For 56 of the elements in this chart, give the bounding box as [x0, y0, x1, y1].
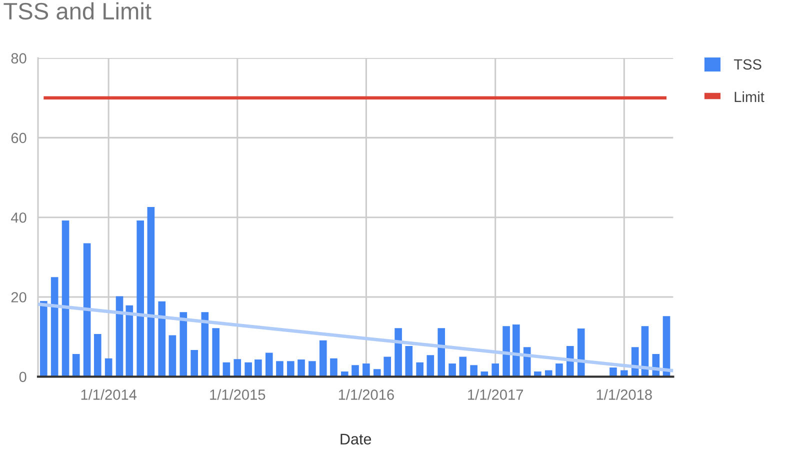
y-tick-label: 60	[11, 132, 26, 144]
bar	[319, 340, 327, 377]
bar	[556, 364, 563, 377]
bar	[40, 300, 48, 377]
bar	[438, 328, 446, 377]
bar	[352, 365, 359, 377]
chart-title: TSS and Limit	[4, 2, 152, 20]
bar	[234, 359, 242, 377]
bar	[50, 277, 58, 377]
bar	[180, 312, 188, 377]
x-tick-label: 1/1/2015	[210, 389, 266, 400]
bar	[265, 352, 273, 377]
bar	[168, 335, 176, 377]
bar	[330, 358, 338, 377]
bar	[287, 361, 294, 377]
x-tick-label: 1/1/2017	[468, 389, 523, 400]
x-tick-label: 1/1/2018	[596, 389, 652, 400]
bar	[83, 243, 91, 377]
bar	[276, 361, 284, 377]
x-tick-label: 1/1/2014	[81, 389, 137, 400]
bar	[405, 346, 413, 377]
bar	[298, 360, 305, 377]
bar	[244, 362, 252, 377]
bar	[459, 356, 467, 377]
y-tick-label: 0	[19, 372, 26, 382]
y-tick-label: 80	[11, 53, 26, 64]
bar	[512, 324, 520, 377]
bar	[308, 361, 316, 377]
bar	[502, 326, 510, 377]
legend-label: Limit	[734, 91, 764, 102]
bar	[62, 220, 70, 377]
bar	[426, 355, 434, 377]
x-axis-title: Date	[340, 434, 372, 445]
y-tick-label: 20	[11, 292, 26, 302]
bar	[212, 328, 220, 377]
bar	[362, 364, 370, 377]
bar	[254, 360, 262, 377]
bar	[116, 296, 124, 377]
bar	[577, 328, 585, 377]
bar	[94, 334, 102, 377]
bar	[72, 354, 80, 377]
bar	[470, 365, 478, 377]
bar	[190, 350, 198, 377]
bar	[492, 364, 499, 377]
bar	[610, 367, 617, 377]
bar	[416, 362, 424, 377]
bar	[158, 301, 166, 377]
bar	[394, 328, 402, 377]
bar	[448, 364, 456, 377]
bar	[126, 305, 134, 377]
bar	[147, 206, 155, 377]
bar	[384, 356, 392, 377]
y-tick-label: 40	[11, 212, 26, 223]
x-tick-label: 1/1/2016	[338, 389, 394, 400]
bar	[136, 220, 144, 377]
legend-label: TSS	[734, 59, 762, 70]
